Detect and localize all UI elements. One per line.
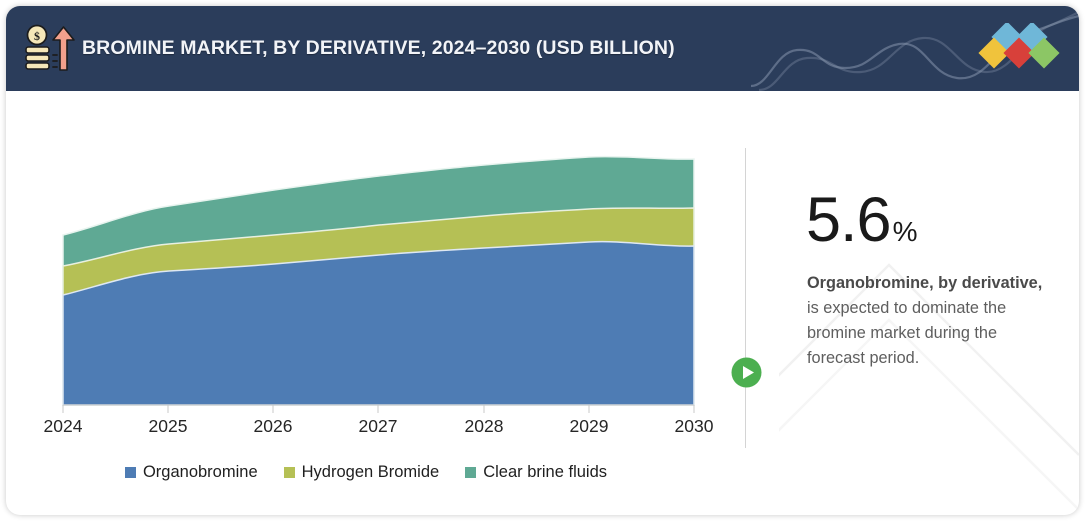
stat-number: 5.6 <box>806 185 892 255</box>
legend-swatch-icon <box>124 467 136 478</box>
vertical-divider <box>745 148 746 448</box>
stat-percent-sign: % <box>892 216 918 247</box>
area-organobromine <box>62 240 695 406</box>
legend-swatch-icon <box>283 467 295 478</box>
play-circle-icon[interactable] <box>730 356 763 389</box>
stacked-area-chart: 2024 2025 2026 2027 2028 2029 2030 Organ… <box>6 91 726 515</box>
x-axis-labels: 2024 2025 2026 2027 2028 2029 2030 <box>6 416 726 450</box>
page-title: BROMINE MARKET, BY DERIVATIVE, 2024–2030… <box>82 37 675 59</box>
callout-description: Organobromine, by derivative, is expecte… <box>807 271 1057 371</box>
infographic-card: $ BROMINE MARKET, BY DERIVATIVE, 2024–20… <box>6 6 1079 515</box>
x-axis-ticks <box>62 405 695 413</box>
legend-label: Hydrogen Bromide <box>301 463 440 481</box>
x-tick-2024: 2024 <box>43 416 83 436</box>
x-tick-2026: 2026 <box>253 416 293 436</box>
x-tick-2030: 2030 <box>674 416 714 436</box>
legend-swatch-icon <box>465 467 477 478</box>
x-tick-2025: 2025 <box>148 416 188 436</box>
x-tick-2029: 2029 <box>569 416 609 436</box>
header-bar: $ BROMINE MARKET, BY DERIVATIVE, 2024–20… <box>6 6 1079 91</box>
callout-panel: 5.6 % Organobromine, by derivative, is e… <box>801 91 1079 515</box>
diamonds-logo <box>978 23 1060 69</box>
content-area: 2024 2025 2026 2027 2028 2029 2030 Organ… <box>6 91 1079 515</box>
chevron-watermark <box>779 263 1079 511</box>
legend-item-clear-brine-fluids[interactable]: Clear brine fluids <box>465 463 607 482</box>
legend-item-organobromine[interactable]: Organobromine <box>124 463 258 482</box>
stat-value-group: 5.6 % <box>806 189 918 252</box>
legend-label: Organobromine <box>142 463 258 481</box>
svg-text:$: $ <box>34 29 40 43</box>
legend-item-hydrogen-bromide[interactable]: Hydrogen Bromide <box>283 463 440 482</box>
chart-legend: Organobromine Hydrogen Bromide Clear bri… <box>6 463 726 482</box>
x-tick-2027: 2027 <box>358 416 398 436</box>
legend-label: Clear brine fluids <box>483 463 608 481</box>
x-tick-2028: 2028 <box>464 416 504 436</box>
callout-lead: Organobromine, by derivative, <box>807 274 1043 292</box>
money-growth-icon: $ <box>25 24 75 71</box>
callout-body: is expected to dominate the bromine mark… <box>807 299 1007 367</box>
chart-plot-area <box>62 155 695 413</box>
